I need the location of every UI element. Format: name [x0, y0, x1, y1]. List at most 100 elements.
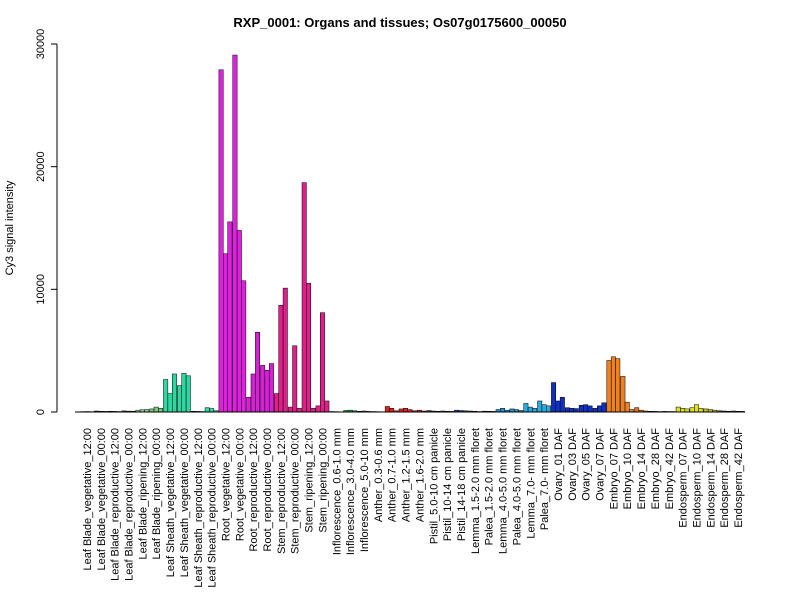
bar — [241, 280, 247, 413]
x-tick-label: Leaf Sheath_reproductive_12:00 — [193, 428, 205, 588]
bar — [324, 400, 330, 413]
x-tick-label: Stem_reproductive_00:00 — [290, 428, 302, 554]
bar — [296, 408, 302, 413]
bar — [610, 356, 616, 413]
bar — [537, 400, 543, 413]
bar — [546, 405, 551, 413]
bar — [675, 406, 681, 413]
x-tick-label: Leaf Blade_vegetative_00:00 — [96, 428, 108, 571]
bar — [523, 403, 529, 413]
bar — [177, 385, 182, 413]
bar — [592, 408, 598, 413]
bar — [209, 408, 215, 413]
bar — [555, 400, 561, 413]
bar — [287, 406, 293, 413]
x-tick-label: Leaf Blade_ripening_12:00 — [137, 428, 149, 560]
x-tick-label: Anther_0.3-0.6 mm — [373, 428, 385, 522]
bar — [264, 370, 270, 413]
y-tick-label: 10000 — [35, 274, 47, 305]
x-tick-label: Embryo_14 DAF — [636, 428, 648, 510]
y-tick-label: 20000 — [35, 151, 47, 182]
bar — [620, 376, 626, 413]
x-tick-label: Leaf Sheath_vegetative_00:00 — [179, 428, 191, 577]
bar — [278, 305, 284, 413]
bar — [578, 405, 584, 413]
bar — [573, 408, 579, 413]
bar — [292, 345, 298, 413]
x-tick-label: Root_reproductive_12:00 — [248, 428, 260, 552]
y-axis: 0 10000 20000 30000 — [35, 29, 58, 415]
x-tick-label: Stem_ripening_00:00 — [317, 428, 329, 533]
x-tick-label: Anther_1.6-2.0 mm — [414, 428, 426, 522]
bar — [527, 406, 533, 413]
bar — [204, 407, 210, 413]
x-tick-label: Anther_0.7-1.0 mm — [387, 428, 399, 522]
bar — [171, 373, 177, 413]
x-tick-label: Endosperm_07 DAF — [678, 428, 690, 528]
bar — [564, 407, 570, 413]
x-tick-label: Leaf Blade_vegetative_12:00 — [82, 428, 94, 571]
x-tick-label: Ovary_05 DAF — [581, 428, 593, 501]
bar — [260, 365, 266, 413]
y-axis-label: Cy3 signal intensity — [4, 180, 16, 275]
x-tick-label: Anther_1.2-1.5 mm — [401, 428, 413, 522]
x-tick-label: Palea_4.0-5.0 mm floret — [511, 428, 523, 545]
x-tick-label: Leaf Blade_reproductive_00:00 — [123, 428, 135, 581]
bars-group — [80, 54, 745, 413]
x-tick-label: Embryo_28 DAF — [650, 428, 662, 510]
x-tick-label: Inflorescence_5.0-10 mm — [359, 428, 371, 552]
bar — [223, 253, 228, 413]
x-tick-label: Endosperm_10 DAF — [692, 428, 704, 528]
bar — [158, 408, 164, 413]
bar — [698, 408, 704, 413]
bar — [624, 401, 630, 413]
x-tick-label: Ovary_03 DAF — [567, 428, 579, 501]
bar — [694, 404, 699, 413]
bar — [541, 404, 547, 413]
bar — [587, 405, 593, 413]
x-tick-label: Stem_reproductive_12:00 — [276, 428, 288, 554]
bar — [167, 393, 173, 413]
x-tick-label: Inflorescence_3.0-4.0 mm — [345, 428, 357, 555]
x-tick-label: Leaf Blade_reproductive_12:00 — [110, 428, 122, 581]
bar — [569, 408, 575, 413]
x-tick-label: Ovary_01 DAF — [553, 428, 565, 501]
x-tick-label: Pistil_5.0-10 cm panicle — [428, 428, 440, 544]
x-tick-label: Endosperm_14 DAF — [705, 428, 717, 528]
bar — [301, 182, 307, 413]
x-tick-labels: Leaf Blade_vegetative_12:00 Leaf Blade_ve… — [82, 428, 745, 588]
chart-title: RXP_0001: Organs and tissues; Os07g01756… — [233, 15, 566, 30]
bar — [403, 408, 409, 413]
bar — [218, 69, 224, 413]
bar — [310, 408, 316, 413]
bar — [615, 358, 621, 413]
x-tick-label: Palea_7.0- mm floret — [539, 428, 551, 530]
bar — [606, 360, 612, 413]
x-tick-label: Stem_ripening_12:00 — [304, 428, 316, 533]
bar — [532, 408, 538, 413]
bar — [601, 402, 607, 413]
x-tick-label: Lemma_1.5-2.0 mm floret — [470, 428, 482, 554]
bar — [274, 393, 279, 413]
x-tick-label: Endosperm_42 DAF — [733, 428, 745, 528]
bar — [384, 406, 390, 413]
x-tick-label: Root_reproductive_00:00 — [262, 428, 274, 552]
x-tick-label: Pistil_10-14 cm panicle — [442, 428, 454, 541]
x-tick-label: Inflorescence_0.6-1.0 mm — [331, 428, 343, 555]
bar — [255, 332, 261, 413]
x-tick-label: Root_vegetative_12:00 — [220, 428, 232, 541]
bar — [163, 379, 169, 413]
bar — [181, 373, 187, 413]
x-tick-label: Embryo_07 DAF — [608, 428, 620, 510]
bar — [282, 287, 288, 413]
bar — [500, 408, 505, 413]
bar — [185, 375, 191, 413]
bar — [559, 397, 565, 413]
bar — [315, 405, 321, 413]
x-tick-label: Root_vegetative_00:00 — [234, 428, 246, 541]
bar — [227, 221, 233, 413]
bar — [634, 407, 640, 413]
bar — [389, 408, 395, 413]
y-tick-label: 0 — [35, 409, 47, 415]
x-tick-label: Embryo_10 DAF — [622, 428, 634, 510]
